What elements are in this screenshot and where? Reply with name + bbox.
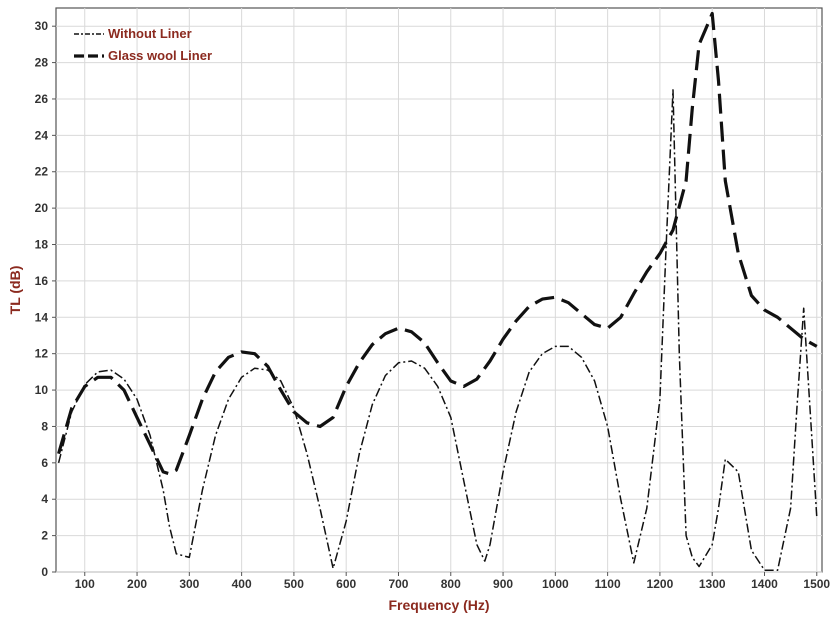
legend: Without Liner Glass wool Liner (74, 26, 212, 63)
y-tick-label: 12 (35, 347, 49, 361)
x-axis-title: Frequency (Hz) (388, 597, 489, 613)
y-tick-label: 26 (35, 92, 49, 106)
x-tick-label: 300 (179, 577, 199, 591)
x-tick-label: 1000 (542, 577, 569, 591)
x-tick-label: 700 (388, 577, 408, 591)
x-tick-label: 200 (127, 577, 147, 591)
y-tick-label: 8 (41, 419, 48, 433)
y-tick-label: 20 (35, 201, 49, 215)
y-tick-label: 0 (41, 565, 48, 579)
y-tick-label: 22 (35, 165, 49, 179)
grid (56, 8, 822, 573)
x-tick-label: 500 (284, 577, 304, 591)
y-tick-label: 10 (35, 383, 49, 397)
series-line-glass-wool-liner (57, 11, 818, 476)
y-tick-label: 16 (35, 274, 49, 288)
x-tick-label: 900 (493, 577, 513, 591)
x-tick-label: 1100 (595, 577, 621, 591)
y-tick-label: 4 (41, 492, 48, 506)
x-tick-label: 100 (75, 577, 95, 591)
y-tick-label: 30 (35, 19, 49, 33)
x-tick-label: 800 (441, 577, 461, 591)
y-tick-label: 18 (35, 238, 49, 252)
y-tick-label: 24 (35, 128, 49, 142)
y-axis-title: TL (dB) (7, 266, 23, 315)
y-tick-label: 6 (41, 456, 48, 470)
axis-ticks: 100 200 300 400 500 600 700 800 900 1000 1100 1200 1… (35, 19, 831, 591)
x-tick-label: 400 (232, 577, 252, 591)
legend-label-without-liner: Without Liner (108, 26, 192, 41)
x-tick-label: 1500 (803, 577, 830, 591)
plot-frame (55, 7, 823, 573)
x-tick-label: 1200 (647, 577, 674, 591)
x-tick-label: 600 (336, 577, 356, 591)
x-tick-label: 1400 (751, 577, 778, 591)
series-line-without-liner (57, 89, 818, 571)
series-layer (57, 11, 818, 571)
y-tick-label: 28 (35, 56, 49, 70)
legend-label-glass-wool-liner: Glass wool Liner (108, 48, 212, 63)
y-tick-label: 14 (35, 310, 49, 324)
x-tick-label: 1300 (699, 577, 726, 591)
y-tick-label: 2 (41, 529, 48, 543)
